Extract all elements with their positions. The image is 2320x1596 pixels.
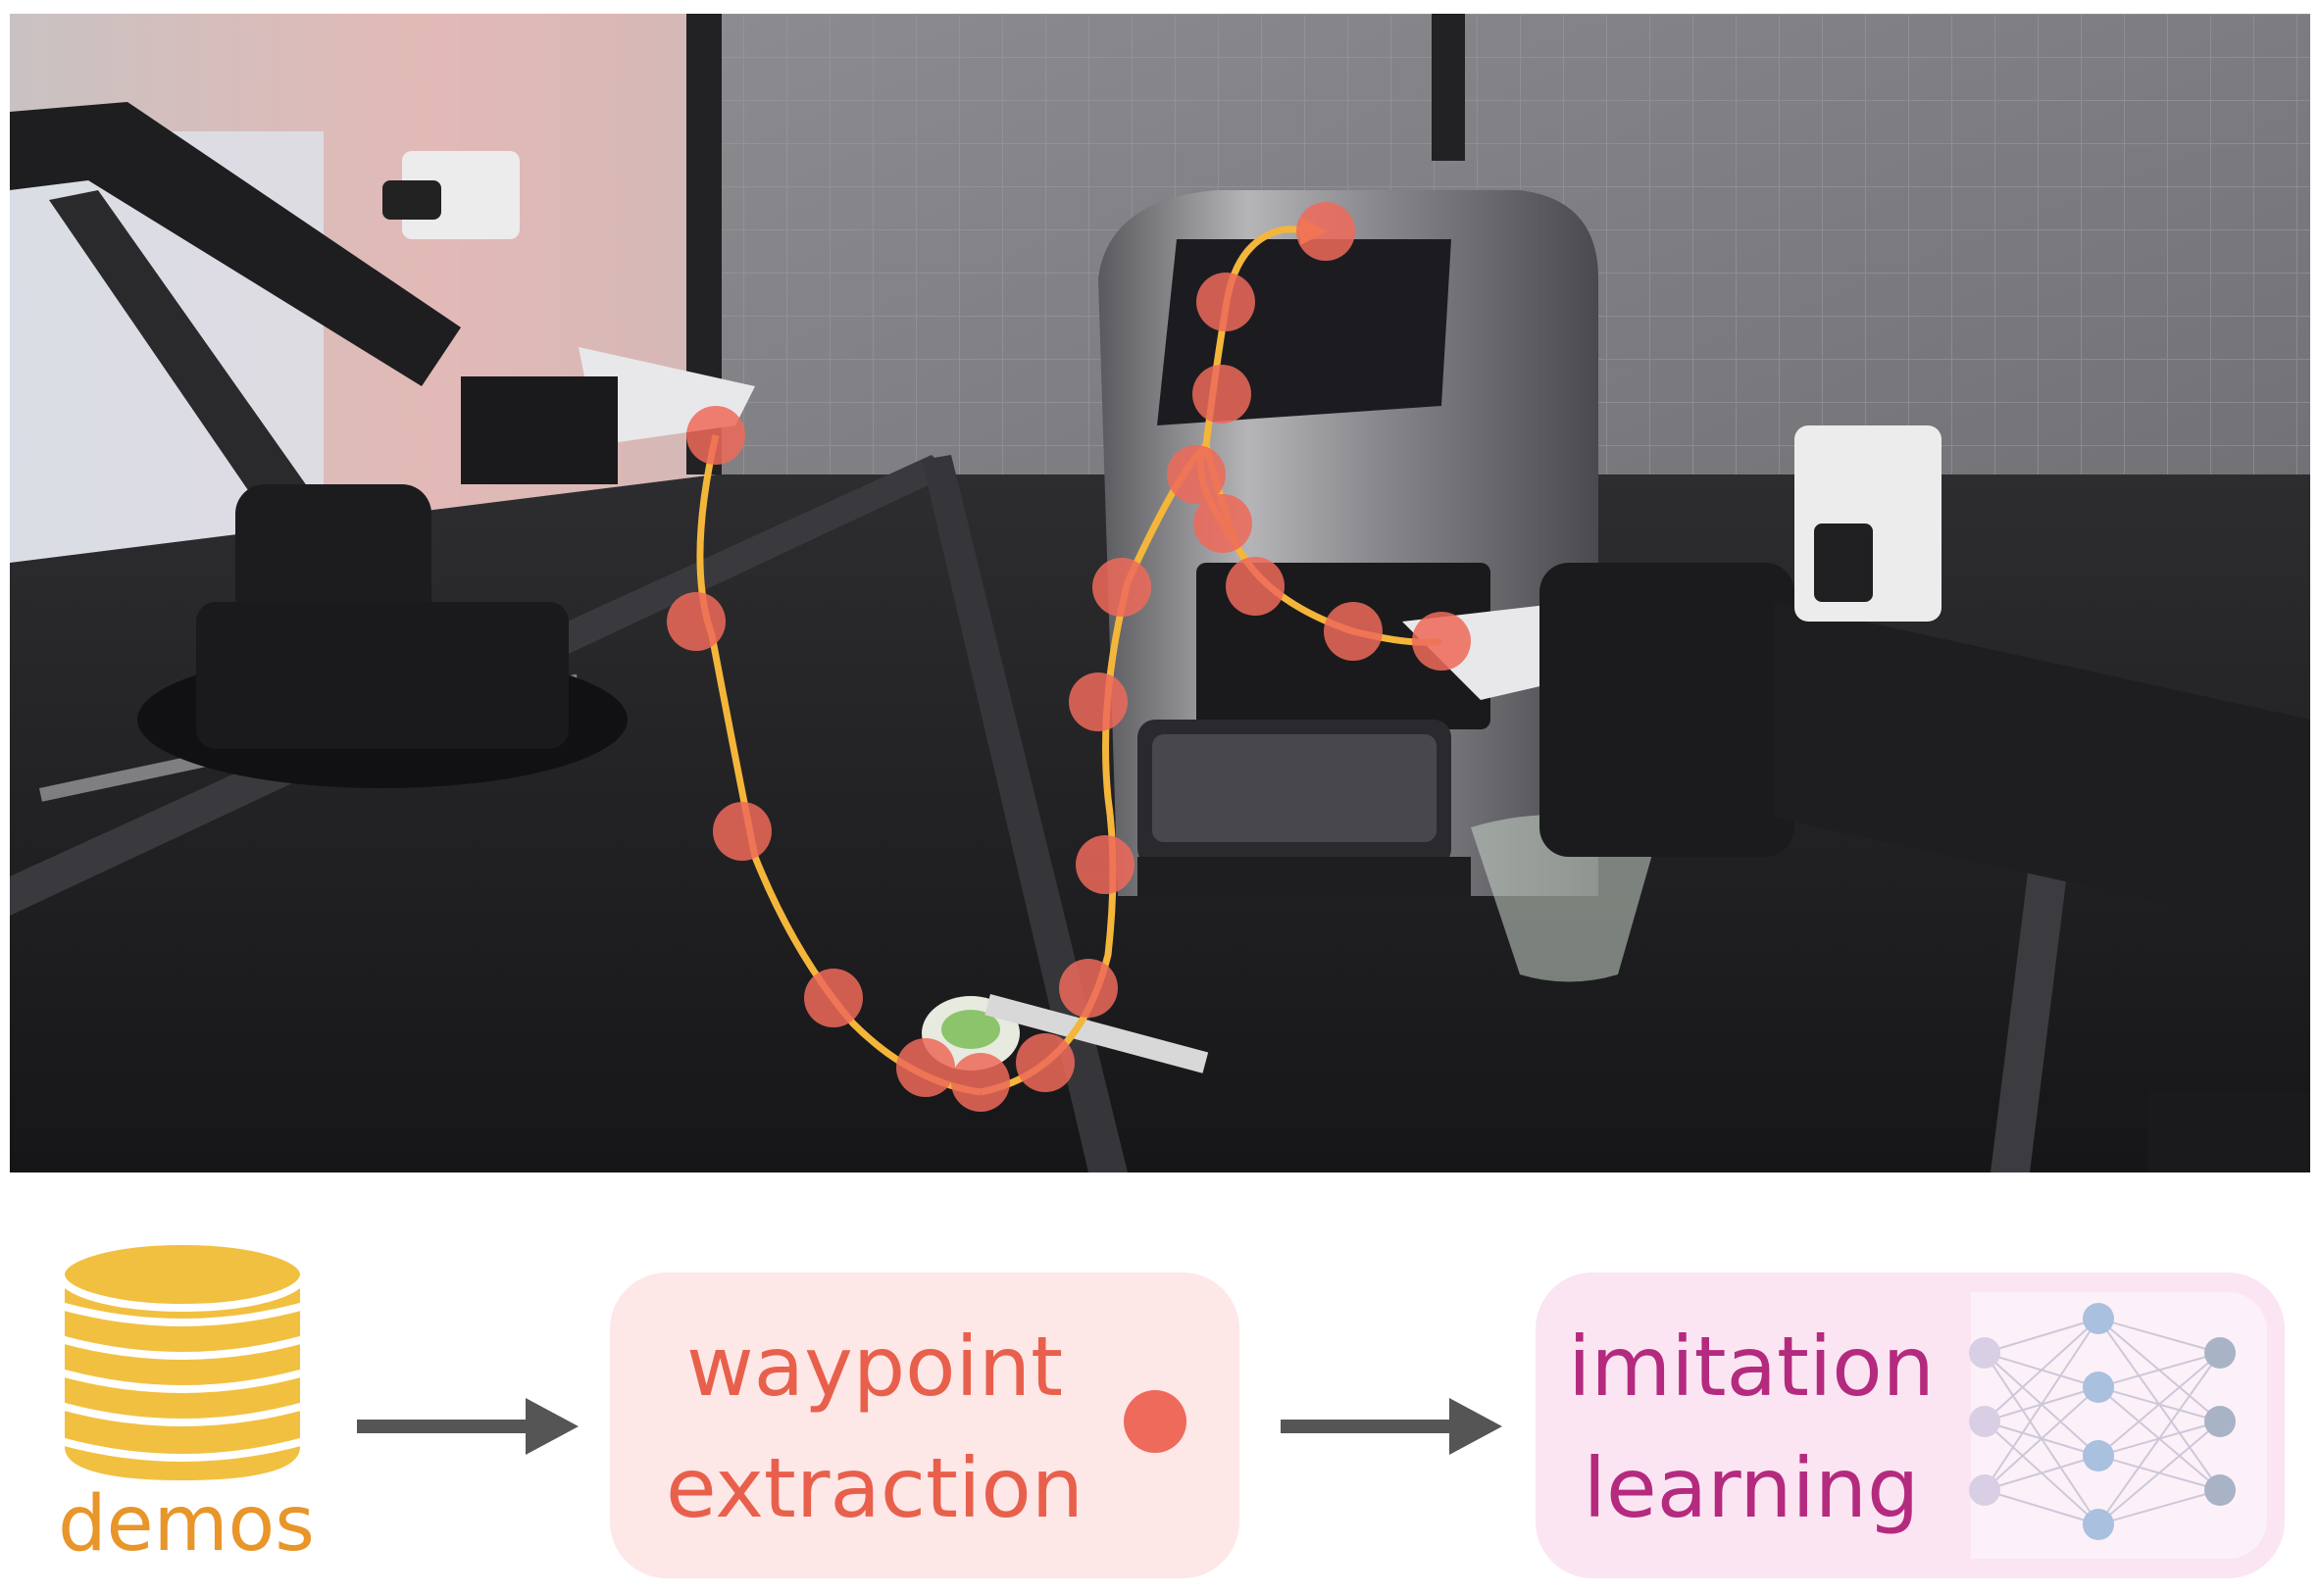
waypoint-marker — [1167, 445, 1226, 504]
right-robot-arm — [1402, 425, 2310, 1172]
waypoint-marker — [1069, 673, 1128, 731]
arrow-waypoint-to-imitation — [1281, 1398, 1502, 1455]
robot-scene-photo — [10, 14, 2310, 1172]
imitation-line-2: learning — [1583, 1440, 1920, 1536]
trajectory-right — [980, 438, 1442, 1096]
waypoint-marker — [1092, 558, 1151, 617]
imitation-learning-label: imitation learning — [1536, 1306, 1967, 1549]
waypoint-marker — [713, 802, 772, 861]
waypoint-line-1: waypoint — [685, 1319, 1064, 1415]
waypoint-marker — [1324, 602, 1383, 661]
waypoint-extraction-label: waypoint extraction — [610, 1306, 1139, 1549]
database-icon — [57, 1237, 308, 1489]
waypoint-marker — [1192, 365, 1251, 424]
waypoint-marker — [804, 969, 863, 1027]
demos-label: demos — [58, 1480, 315, 1569]
waypoint-line-2: extraction — [666, 1440, 1084, 1536]
waypoint-marker — [1076, 835, 1135, 894]
waypoint-marker — [1196, 273, 1255, 331]
waypoint-marker — [1059, 959, 1118, 1018]
left-robot-arm — [10, 102, 755, 788]
waypoint-marker — [896, 1038, 955, 1097]
waypoint-marker — [951, 1053, 1010, 1112]
waypoint-marker — [667, 592, 726, 651]
waypoint-marker — [1016, 1033, 1075, 1092]
waypoint-marker — [1412, 612, 1471, 671]
arrow-demos-to-waypoint — [357, 1398, 579, 1455]
imitation-line-1: imitation — [1568, 1319, 1935, 1415]
waypoint-marker — [1296, 202, 1355, 261]
waypoint-marker — [686, 406, 745, 465]
waypoint-markers — [667, 202, 1471, 1112]
waypoint-marker — [1226, 557, 1285, 616]
waypoint-marker — [1193, 494, 1252, 553]
neural-network-panel — [1971, 1292, 2267, 1559]
